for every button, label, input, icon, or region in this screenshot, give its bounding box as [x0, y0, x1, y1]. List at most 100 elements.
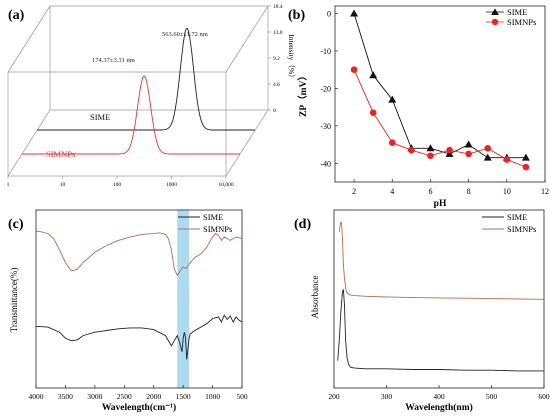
panel-b-series: [350, 9, 530, 171]
panel-a-annotation-simnps: 174.37±3.31 nm: [92, 57, 135, 64]
panel-b-y-axis-label: ZP（mV）: [297, 71, 309, 117]
legend-c-sime-label: SIME: [203, 212, 223, 222]
panel-a-z-tick-label: 13.8: [273, 30, 283, 36]
panel-b-point-sime: [426, 144, 435, 152]
panel-a-z-tick-label: 4.6: [273, 82, 280, 88]
panel-b-x-tick-label: 8: [467, 187, 471, 196]
panel-d-y-axis-label: Absorbance: [310, 276, 320, 319]
panel-b-point-simnps: [369, 109, 377, 117]
panel-c-label: (c): [8, 217, 24, 232]
panel-c-x-tick-label: 2000: [146, 392, 161, 401]
panel-b-y-tick-label: 0: [327, 9, 331, 18]
panel-a-label: (a): [8, 8, 25, 23]
panel-a-series-label-simnps: SIMNPs: [46, 149, 75, 159]
legend-sime-marker: [491, 8, 499, 15]
panel-d-series: [337, 222, 544, 372]
panel-d-line-sime: [337, 289, 544, 372]
panel-a-z-tick-label: 18.4: [273, 4, 283, 10]
panel-c-line-sime: [36, 314, 242, 360]
panel-c-x-tick-label: 3500: [58, 392, 73, 401]
panel-c-y-axis-label: Transmittance(%): [9, 268, 19, 333]
panel-b: (b) 2 4 6 8 10 12 0 -10 -20 -30 -40 ZP（mV） pH SIME…: [288, 5, 549, 209]
panel-b-line-sime: [353, 13, 526, 159]
panel-a-z-axis-label: Intensity（%）: [287, 34, 296, 82]
panel-a-x-ticks: 1 10 100 1000 10,000: [7, 176, 234, 188]
panel-c-x-tick-label: 500: [236, 392, 248, 401]
panel-a-series: [22, 27, 255, 155]
panel-b-x-tick-label: 4: [390, 187, 394, 196]
panel-c-x-tick-label: 1000: [205, 392, 220, 401]
panel-c-highlight-band: [177, 210, 190, 388]
panel-d-x-tick-label: 600: [538, 392, 550, 401]
panel-d-axes: 200 300 400 500 600: [328, 385, 550, 401]
panel-a-x-tick-label: 100: [113, 182, 122, 188]
panel-a-annotation-sime: 563.60±11.72 nm: [162, 31, 208, 38]
panel-b-plot-frame: [334, 5, 546, 183]
panel-b-point-sime: [464, 140, 473, 148]
panel-b-x-tick-label: 6: [428, 187, 432, 196]
panel-d-x-tick-label: 300: [381, 392, 393, 401]
panel-d-x-axis-label: Wavelength(nm): [405, 402, 473, 413]
panel-d-label: (d): [294, 217, 311, 232]
legend-d-simnps-label: SIMNPs: [507, 224, 536, 234]
panel-c-legend: SIME SIMNPs: [178, 212, 232, 234]
panel-d-x-tick-label: 400: [433, 392, 445, 401]
panel-b-point-simnps: [484, 144, 492, 152]
panel-b-line-simnps: [353, 69, 527, 168]
panel-b-y-tick-label: -30: [320, 122, 331, 131]
panel-a: (a) 1 10 100 1000 10,000 0 4.6 9.2 13.8 18.4 Int…: [7, 4, 296, 188]
panel-c-series: [36, 230, 242, 360]
legend-simnps-label: SIMNPs: [507, 17, 536, 27]
panel-a-x-tick-label: 1: [7, 182, 10, 188]
panel-b-x-tick-label: 12: [541, 187, 549, 196]
legend-sime-label: SIME: [507, 7, 527, 17]
panel-b-label: (b): [288, 8, 305, 23]
panel-c-x-axis-label: Wavelength(cm⁻¹): [102, 402, 176, 413]
panel-d: (d) 200 300 400 500 600 Absorbance Wavelengt…: [294, 209, 550, 413]
panel-b-y-tick-label: -40: [320, 159, 331, 168]
legend-c-simnps-label: SIMNPs: [203, 224, 232, 234]
panel-c-x-tick-label: 2500: [117, 392, 132, 401]
panel-c-plot-frame: [35, 209, 243, 389]
panel-a-z-ticks: 0 4.6 9.2 13.8 18.4: [268, 4, 283, 114]
panel-b-point-simnps: [503, 156, 511, 163]
panel-b-point-simnps: [408, 146, 415, 154]
panel-d-line-simnps: [338, 222, 544, 300]
panel-a-x-tick-label: 1000: [166, 182, 177, 188]
panel-a-x-tick-label: 10,000: [218, 182, 233, 188]
panel-a-series-simnps: [22, 75, 240, 155]
panel-a-z-tick-label: 0: [273, 108, 276, 114]
panel-a-x-tick-label: 10: [60, 182, 66, 188]
panel-c-line-simnps: [36, 230, 242, 277]
panel-a-z-tick-label: 9.2: [273, 56, 280, 62]
panel-b-x-axis-label: pH: [434, 199, 447, 209]
legend-d-sime-label: SIME: [507, 212, 527, 222]
panel-b-x-tick-label: 2: [352, 187, 356, 196]
panel-c-axes: 4000 3500 3000 2500 2000 1500 1000 500: [29, 385, 248, 401]
panel-c-x-tick-label: 3000: [87, 392, 102, 401]
panel-b-y-tick-label: -20: [320, 84, 331, 93]
panel-a-series-sime: [37, 27, 255, 131]
panel-b-point-simnps: [465, 150, 472, 158]
panel-b-point-sime: [388, 95, 397, 103]
panel-b-point-sime: [521, 153, 530, 161]
panel-b-legend: SIME SIMNPs: [486, 7, 536, 27]
panel-a-series-label-sime: SIME: [90, 112, 110, 122]
panel-c-x-tick-label: 1500: [176, 392, 191, 401]
panel-d-x-tick-label: 200: [328, 392, 340, 401]
panel-b-point-sime: [369, 71, 378, 79]
panel-b-point-simnps: [522, 163, 530, 171]
panel-d-legend: SIME SIMNPs: [482, 212, 536, 234]
panel-b-y-tick-label: -10: [320, 47, 331, 56]
panel-b-point-simnps: [350, 66, 358, 73]
legend-simnps-marker: [491, 18, 499, 26]
panel-b-point-sime: [483, 153, 492, 161]
panel-b-point-simnps: [427, 152, 434, 160]
panel-c: (c) 4000 3500 3000 2500 2000 1500 1000 500 Tran…: [8, 209, 248, 413]
panel-d-x-tick-label: 500: [486, 392, 498, 401]
panel-c-x-tick-label: 4000: [29, 392, 44, 401]
panel-b-point-sime: [350, 9, 359, 17]
panel-b-axes: 2 4 6 8 10 12 0 -10 -20 -30 -40: [320, 9, 549, 196]
panel-b-x-tick-label: 10: [503, 187, 511, 196]
